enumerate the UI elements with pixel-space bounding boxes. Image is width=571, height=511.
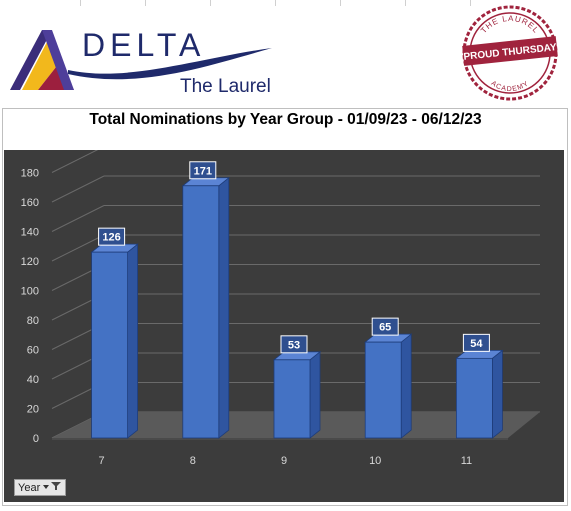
data-label-box: [462, 333, 490, 352]
logo-swoosh: [68, 48, 272, 80]
y-tick-label: 0: [33, 433, 39, 445]
chart-title: Total Nominations by Year Group - 01/09/…: [89, 111, 482, 128]
y-tick-label: 120: [21, 256, 39, 268]
svg-text:THE LAUREL: THE LAUREL: [479, 14, 541, 35]
bar-side: [400, 333, 412, 439]
delta-logo: DELTA The Laurel: [10, 28, 272, 97]
logo-subtitle: The Laurel: [180, 76, 271, 97]
y-tick-label: 40: [27, 374, 39, 386]
gridline-side: [51, 175, 105, 203]
bar-side: [309, 350, 321, 439]
floor-edge: [52, 438, 508, 440]
x-tick-label: 7: [99, 455, 105, 467]
gridline-side: [51, 146, 105, 173]
data-label-box: [98, 227, 126, 246]
y-tick-label: 140: [21, 227, 39, 239]
y-tick-label: 180: [21, 168, 39, 180]
bar-9: [273, 359, 311, 439]
logo-triangle-purple: [10, 30, 52, 90]
data-label-box: [189, 161, 217, 180]
bar-10: [364, 341, 402, 439]
x-tick-label: 10: [369, 455, 381, 467]
y-tick-label: 100: [21, 286, 39, 298]
proud-thursday-seal: THE LAUREL PROUD THURSDAY ACADEMY: [462, 5, 558, 101]
y-tick-label: 60: [27, 345, 39, 357]
data-label-box: [280, 335, 308, 354]
x-tick-label: 9: [281, 455, 287, 467]
data-label: 54: [470, 338, 483, 350]
x-tick-label: 8: [190, 455, 196, 467]
bar-side: [218, 176, 230, 439]
data-label: 65: [379, 322, 391, 334]
filter-dropdown-icon: [43, 481, 63, 494]
data-label: 53: [288, 339, 300, 351]
plot-area: 0 20 40 60 80 100 120 140 160 180 126 7 171 8 53 9 65 10 5…: [4, 146, 564, 502]
data-label: 126: [102, 232, 120, 244]
bar-side: [127, 243, 139, 439]
gridline-side: [51, 205, 105, 232]
year-filter-button[interactable]: Year: [14, 479, 66, 496]
bar-side: [491, 349, 503, 439]
logo-name: DELTA: [82, 28, 205, 63]
bar-11: [455, 357, 493, 439]
data-label: 171: [194, 165, 212, 177]
year-filter-label: Year: [18, 481, 41, 494]
bar-7: [91, 251, 128, 439]
y-tick-label: 20: [27, 404, 39, 416]
y-tick-label: 80: [27, 315, 39, 327]
x-tick-label: 11: [461, 455, 472, 467]
sheet-gridlines: [0, 0, 571, 6]
data-label-box: [371, 317, 399, 336]
gridline-side: [51, 234, 105, 262]
bar-chart: 0 20 40 60 80 100 120 140 160 180 126 7 171 8 53 9 65 10 5…: [21, 146, 540, 467]
y-tick-label: 160: [21, 197, 39, 209]
bar-8: [182, 185, 220, 439]
